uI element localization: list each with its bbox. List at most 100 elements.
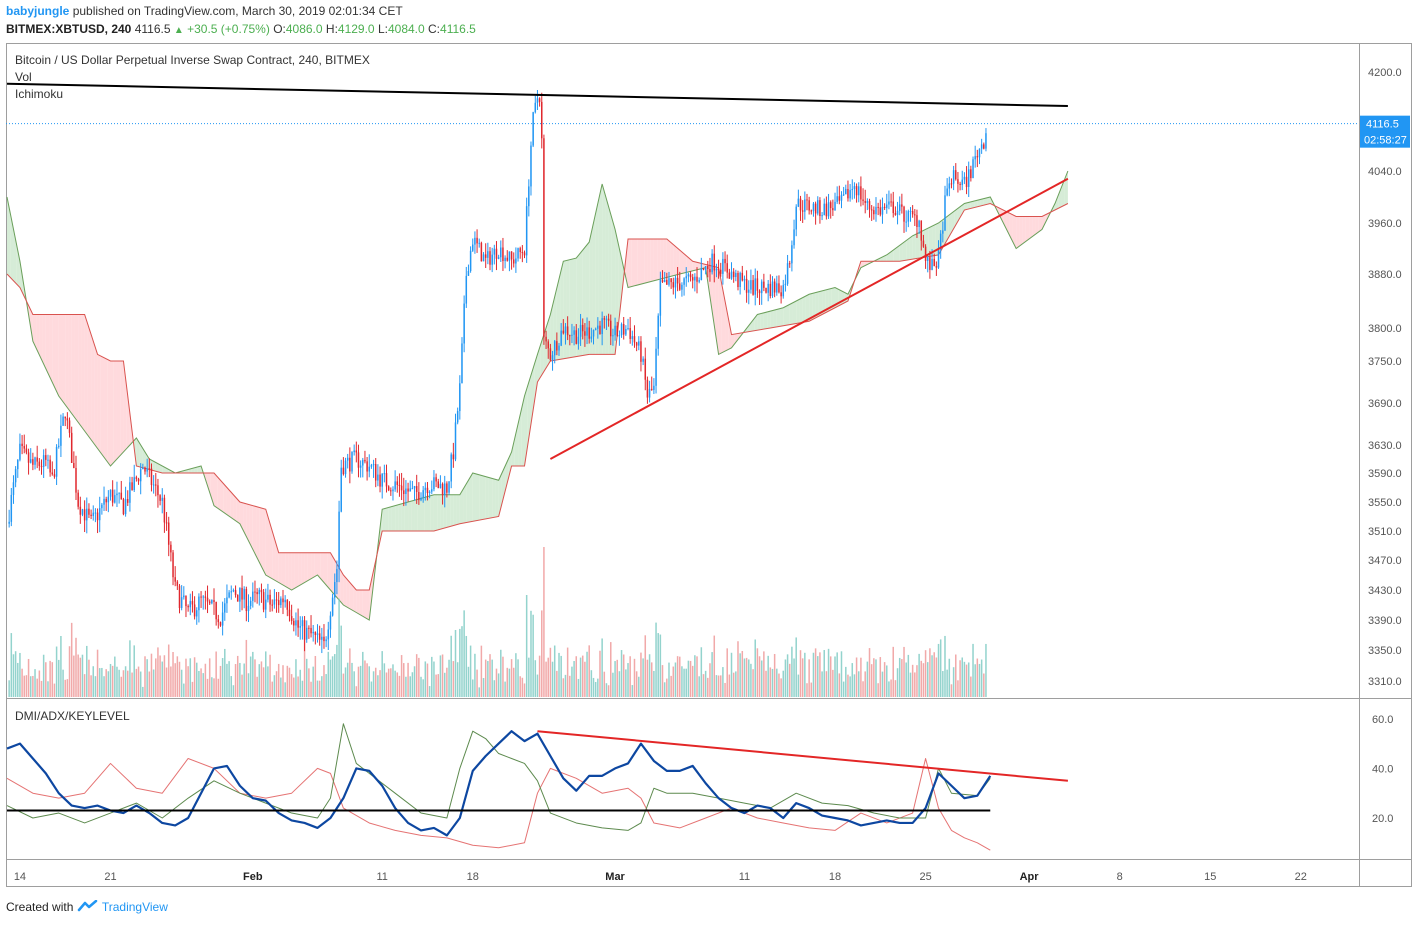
trendlines[interactable] [6, 82, 1069, 460]
candle-body [437, 481, 440, 489]
candle-body [901, 204, 903, 207]
volume-bar [545, 661, 547, 697]
cloud-segment [961, 203, 965, 216]
volume-bar [331, 656, 334, 697]
candle-body [538, 98, 541, 102]
cloud-segment [1025, 216, 1030, 242]
candle-body [273, 599, 276, 605]
cloud-segment [110, 361, 114, 466]
cloud-segment [928, 226, 933, 257]
tradingview-brand[interactable]: TradingView [101, 900, 168, 914]
volume-bar [650, 662, 653, 697]
volume-bar [114, 656, 116, 697]
candle-body [418, 491, 420, 501]
candle-body [176, 581, 179, 586]
volume-bar [668, 662, 670, 697]
volume-bar [392, 664, 394, 697]
cloud-segment [391, 505, 396, 531]
candle-body [879, 207, 882, 215]
volume-bar [103, 676, 105, 697]
candle-body [534, 102, 537, 113]
cloud-segment [579, 250, 583, 357]
cloud-segment [977, 199, 981, 207]
volume-bar [687, 660, 690, 697]
volume-bar [357, 666, 360, 697]
candle-body [109, 489, 112, 497]
publish-info: babyjungle published on TradingView.com,… [6, 4, 403, 18]
volume-bar [489, 654, 491, 697]
chart-title: Bitcoin / US Dollar Perpetual Inverse Sw… [15, 53, 370, 67]
cloud-segment [281, 552, 286, 587]
support-trendline[interactable] [549, 177, 1069, 460]
cloud-segment [893, 247, 897, 262]
candle-body [521, 252, 524, 254]
candle-body [280, 598, 282, 606]
volume-bar [370, 681, 373, 697]
cloud-segment [974, 200, 978, 208]
cloud-segment [1029, 216, 1033, 239]
volume-bar [454, 629, 457, 697]
volume-bar [101, 667, 103, 697]
volume-bar [424, 661, 427, 697]
candle-body [799, 198, 802, 211]
volume-bar [381, 651, 383, 697]
volume-bar [189, 658, 192, 697]
volume-bar [45, 662, 47, 697]
dmi-legend[interactable]: DMI/ADX/KEYLEVEL [15, 709, 130, 723]
cloud-segment [951, 210, 955, 233]
volume-bar [150, 653, 153, 697]
cloud-segment [443, 494, 447, 529]
candle-body [976, 156, 979, 158]
candle-body [230, 591, 233, 593]
price-tick-label: 3960.0 [1368, 218, 1402, 230]
ichimoku-legend[interactable]: Ichimoku [15, 87, 64, 101]
author-name[interactable]: babyjungle [6, 4, 70, 18]
candle-body [504, 257, 506, 262]
cloud-segment [165, 467, 169, 473]
volume-bar [321, 676, 323, 697]
volume-bar [739, 653, 741, 697]
volume-bar [515, 653, 517, 697]
cloud-segment [262, 508, 266, 575]
candle-body [765, 287, 767, 293]
candle-body [163, 497, 166, 523]
adx-trendline[interactable] [537, 730, 1068, 782]
cloud-segment [65, 314, 69, 410]
chart-canvas[interactable]: 4200.0 4040.0 3960.0 3880.0 3800.0 3750.0 3690… [0, 0, 1418, 895]
time-axis[interactable]: 14 21 Feb 11 18 Mar 11 18 25 Apr 8 15 22 [14, 871, 1307, 883]
candle-body [801, 210, 804, 212]
cloud-segment [734, 333, 738, 344]
volume-bar [950, 684, 953, 697]
volume-bar [323, 665, 325, 697]
time-tick-label: 8 [1117, 871, 1123, 883]
volume-bar [836, 652, 838, 697]
candle-body [631, 336, 634, 339]
candle-body [211, 600, 213, 604]
candle-body [694, 276, 696, 281]
time-tick-label: 21 [104, 871, 116, 883]
price-axis[interactable]: 4200.0 4040.0 3960.0 3880.0 3800.0 3750.0 3690… [1368, 67, 1402, 825]
price-tick-label: 3390.0 [1368, 615, 1402, 627]
volume-bar [280, 677, 282, 697]
cloud-segment [401, 502, 405, 531]
candle-body [14, 469, 17, 483]
cloud-segment [32, 314, 37, 348]
volume-bar [659, 634, 662, 697]
volume-bar [857, 671, 860, 697]
candle-body [849, 190, 851, 199]
volume-bar [696, 656, 698, 697]
volume-bar [21, 668, 23, 697]
cloud-segment [1058, 187, 1062, 209]
vol-legend[interactable]: Vol [15, 70, 32, 84]
cloud-segment [42, 314, 46, 368]
cloud-segment [10, 213, 14, 281]
candle-body [924, 246, 927, 261]
resistance-trendline[interactable] [6, 82, 1068, 108]
price-tick-label: 3470.0 [1368, 555, 1402, 567]
candle-body [282, 598, 284, 603]
cloud-segment [602, 184, 606, 355]
candle-body [836, 196, 838, 202]
candle-body [793, 229, 795, 246]
candle-body [204, 596, 207, 598]
candle-body [711, 253, 713, 273]
